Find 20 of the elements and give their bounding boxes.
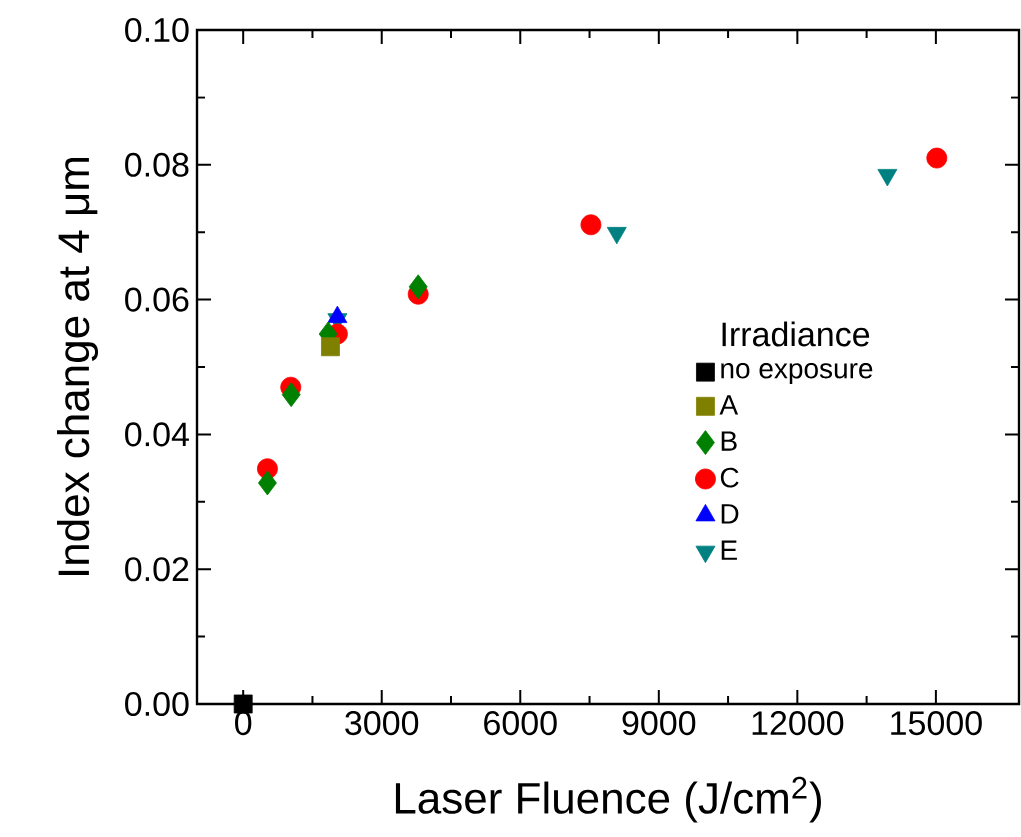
x-tick-label: 9000	[622, 711, 696, 736]
y-tick-label: 0.06	[125, 287, 189, 312]
x-tick-label: 12000	[752, 711, 844, 736]
x-tick-label: 3000	[345, 711, 419, 736]
legend-label: E	[721, 540, 737, 560]
legend-label: A	[719, 395, 739, 415]
x-tick-label: 6000	[484, 711, 557, 736]
legend-label: D	[721, 504, 739, 524]
legend-title: Irradiance	[722, 321, 870, 347]
y-tick-label: 0.08	[125, 152, 189, 177]
legend-label: B	[721, 431, 737, 451]
y-tick-label: 0.10	[125, 17, 189, 43]
x-tick-label: 15000	[891, 711, 982, 736]
y-tick-label: 0.04	[125, 422, 189, 447]
x-axis-title: Laser Fluence (J/cm$^{2}$)	[395, 776, 821, 823]
legend-label: no exposure	[721, 363, 873, 384]
y-axis-title: Index change at 4 μm	[57, 157, 99, 575]
legend-label: C	[720, 467, 739, 488]
y-tick-label: 0.02	[125, 557, 189, 582]
y-tick-label: 0.00	[125, 691, 189, 717]
